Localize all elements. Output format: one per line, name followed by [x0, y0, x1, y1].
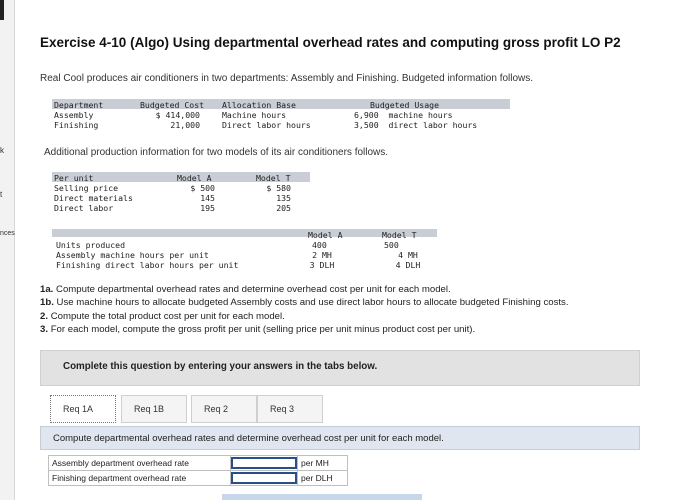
sidebar-fragment: t: [0, 190, 3, 199]
usage-cell: 400: [312, 240, 327, 250]
model-cell: 135: [276, 193, 291, 203]
instruction-item: 1a. Compute departmental overhead rates …: [40, 284, 451, 295]
budget-header-base: Allocation Base: [222, 100, 296, 110]
tab-req-1a[interactable]: Req 1A: [50, 395, 116, 423]
instruction-item: 2. Compute the total product cost per un…: [40, 310, 285, 322]
tab-req-3[interactable]: Req 3: [257, 395, 323, 423]
answer-label: Assembly department overhead rate: [48, 455, 231, 471]
instruction-banner: Complete this question by entering your …: [40, 350, 640, 386]
usage-header-a: Model A: [308, 230, 343, 240]
usage-cell: Units produced: [56, 240, 126, 250]
tab-req-1b[interactable]: Req 1B: [121, 395, 187, 423]
budget-header-cost: Budgeted Cost: [140, 100, 205, 110]
model-cell: Direct materials: [54, 193, 133, 203]
usage-cell: Finishing direct labor hours per unit: [56, 260, 239, 270]
usage-cell: 500: [384, 240, 399, 250]
usage-cell: 4 DLH: [395, 260, 421, 270]
instruction-item: 3. For each model, compute the gross pro…: [40, 324, 476, 336]
answer-table: Assembly department overhead rate per MH…: [48, 455, 348, 486]
model-cell: 145: [200, 193, 215, 203]
answer-cell: [230, 470, 298, 486]
model-cell: $ 500: [190, 183, 215, 193]
model-cell: Direct labor: [54, 203, 114, 213]
model-header-a: Model A: [177, 173, 212, 183]
model-header-t: Model T: [256, 173, 291, 183]
instructions-list: 1a. Compute departmental overhead rates …: [40, 283, 569, 337]
usage-cell: Assembly machine hours per unit: [56, 250, 209, 260]
budget-cell: 6,900 machine hours: [354, 110, 453, 120]
model-header-per-unit: Per unit: [54, 173, 94, 183]
intro-text: Real Cool produces air conditioners in t…: [40, 73, 534, 84]
answer-row: Assembly department overhead rate per MH: [48, 455, 348, 471]
usage-header-t: Model T: [382, 230, 417, 240]
tab-req-2[interactable]: Req 2: [191, 395, 257, 423]
answer-unit: per MH: [297, 455, 348, 471]
budget-cell: Finishing: [54, 120, 99, 130]
assembly-rate-input[interactable]: [231, 457, 297, 469]
question-prompt: Compute departmental overhead rates and …: [40, 426, 640, 450]
answer-row: Finishing department overhead rate per D…: [48, 470, 348, 486]
budget-header-usage: Budgeted Usage: [370, 100, 440, 110]
budget-table-header-bg: [52, 99, 510, 109]
usage-table-header-bg: [52, 229, 437, 237]
budget-cell: Machine hours: [222, 110, 287, 120]
left-sidebar: k t nces: [0, 0, 15, 500]
finishing-rate-input[interactable]: [231, 472, 297, 484]
sidebar-fragment: k: [0, 146, 4, 155]
model-cell: 205: [276, 203, 291, 213]
question-text: Compute departmental overhead rates and …: [53, 433, 444, 444]
model-cell: Selling price: [54, 183, 119, 193]
budget-cell: Assembly: [54, 110, 94, 120]
budget-cell: 21,000: [170, 120, 200, 130]
instruction-item: 1b. Use machine hours to allocate budget…: [40, 297, 569, 309]
budget-cell: Direct labor hours: [222, 120, 311, 130]
usage-cell: 4 MH: [398, 250, 418, 260]
model-cell: $ 580: [266, 183, 291, 193]
next-button-partial[interactable]: [222, 494, 422, 500]
answer-unit: per DLH: [297, 470, 348, 486]
additional-info-text: Additional production information for tw…: [44, 147, 389, 158]
sidebar-fragment: nces: [0, 230, 15, 237]
budget-header-department: Department: [54, 100, 104, 110]
sidebar-marker: [0, 0, 4, 20]
model-table-header-bg: [52, 172, 310, 182]
banner-text: Complete this question by entering your …: [63, 361, 378, 372]
answer-label: Finishing department overhead rate: [48, 470, 231, 486]
answer-cell: [230, 455, 298, 471]
budget-cell: $ 414,000: [155, 110, 200, 120]
exercise-title: Exercise 4-10 (Algo) Using departmental …: [40, 35, 621, 50]
usage-cell: 3 DLH: [309, 260, 335, 270]
budget-cell: 3,500 direct labor hours: [354, 120, 478, 130]
usage-cell: 2 MH: [312, 250, 332, 260]
model-cell: 195: [200, 203, 215, 213]
